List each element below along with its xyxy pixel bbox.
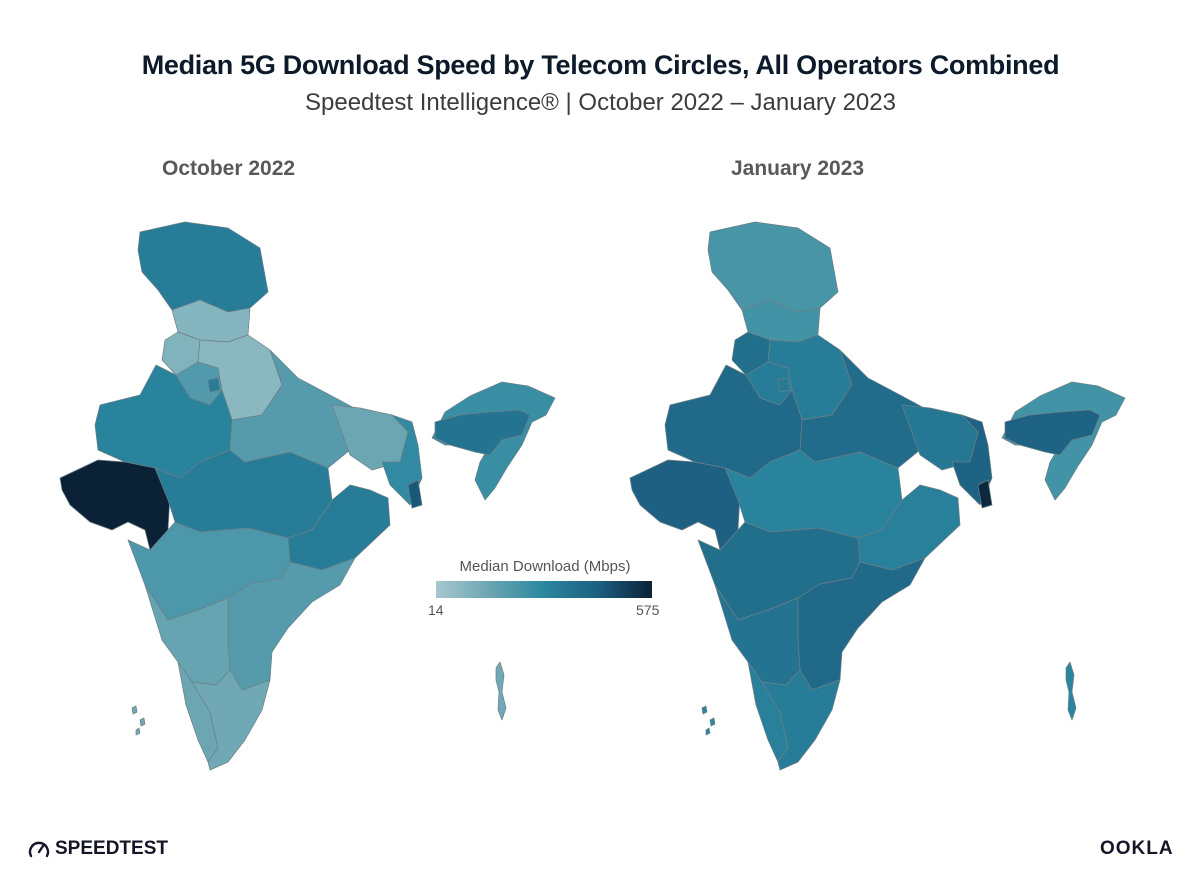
region-delhi xyxy=(207,377,221,393)
region-lakshadweep xyxy=(131,705,146,736)
region-bihar xyxy=(331,404,409,471)
region-west-bengal xyxy=(951,414,993,506)
region-jammu-kashmir xyxy=(137,221,269,313)
speedtest-wordmark: SPEEDTEST xyxy=(55,838,168,859)
region-andaman-islands xyxy=(495,661,507,721)
region-west-bengal xyxy=(381,414,423,506)
legend-gradient-bar xyxy=(436,581,652,598)
region-uttar-pradesh-east xyxy=(799,349,929,469)
chart-subtitle: Speedtest Intelligence® | October 2022 –… xyxy=(305,89,896,116)
region-gujarat xyxy=(629,459,741,551)
color-legend: Median Download (Mbps) 14 575 xyxy=(420,558,670,622)
panel-label-october: October 2022 xyxy=(162,157,296,180)
region-tamil-nadu xyxy=(191,669,271,771)
legend-max-label: 575 xyxy=(636,602,660,618)
ookla-logo: OOKLA xyxy=(1100,838,1174,859)
region-kolkata xyxy=(977,479,993,509)
legend-min-label: 14 xyxy=(428,602,444,618)
region-assam xyxy=(1004,409,1101,456)
region-jammu-kashmir xyxy=(707,221,839,313)
region-lakshadweep xyxy=(701,705,716,736)
region-assam xyxy=(434,409,531,456)
region-bihar xyxy=(901,404,979,471)
speedtest-logo: SPEEDTEST xyxy=(28,838,168,860)
region-uttar-pradesh-east xyxy=(229,349,359,469)
region-andaman-islands xyxy=(1065,661,1077,721)
india-map-october-2022 xyxy=(59,221,556,771)
region-kolkata xyxy=(407,479,423,509)
region-gujarat xyxy=(59,459,171,551)
chart-title: Median 5G Download Speed by Telecom Circ… xyxy=(141,50,1060,80)
region-tamil-nadu xyxy=(761,669,841,771)
speedometer-icon xyxy=(28,841,50,858)
legend-title: Median Download (Mbps) xyxy=(459,558,631,575)
panel-label-january: January 2023 xyxy=(731,157,865,180)
india-map-january-2023 xyxy=(629,221,1126,771)
region-delhi xyxy=(777,377,791,393)
